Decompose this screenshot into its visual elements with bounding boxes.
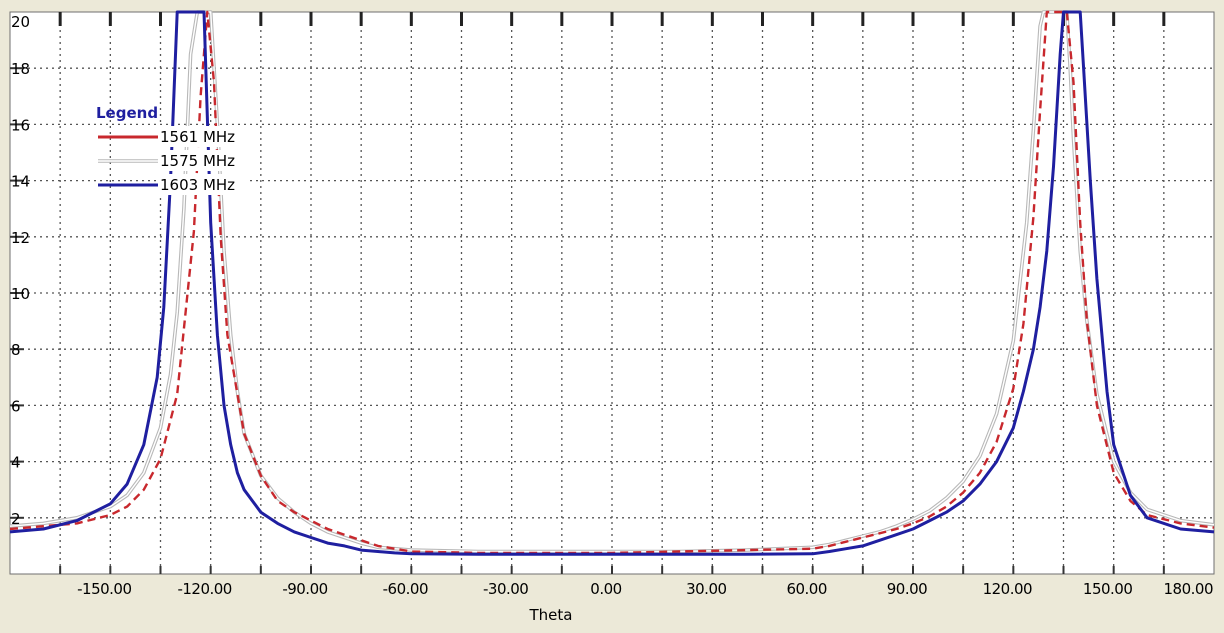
- x-tick-label: -150.00: [77, 580, 131, 598]
- series-line-1561-mhz: [9, 10, 1215, 555]
- x-axis-tick-labels: -150.00 -120.00 -90.00 -60.00 -30.00 0.00 30.0…: [77, 580, 1213, 598]
- x-tick-label: -30.00: [483, 580, 528, 598]
- x-tick-label: 30.00: [686, 580, 726, 598]
- legend-entry-label: 1603 MHz: [160, 176, 235, 194]
- legend: Legend 1561 MHz 1575 MHz 1603 MHz: [96, 104, 246, 195]
- y-axis-tick-labels: 2 4 6 8 10 12 14 16 18 20: [11, 13, 30, 528]
- y-tick-label: 16: [11, 116, 30, 134]
- x-tick-label: -60.00: [383, 580, 428, 598]
- legend-entry-label: 1561 MHz: [160, 128, 235, 146]
- x-tick-label: 150.00: [1083, 580, 1133, 598]
- legend-title: Legend: [96, 104, 158, 122]
- y-tick-label: 2: [11, 510, 21, 528]
- x-tick-label: 90.00: [887, 580, 927, 598]
- y-tick-label: 10: [11, 285, 30, 303]
- y-tick-label: 6: [11, 397, 21, 415]
- x-axis-label: Theta: [529, 606, 573, 624]
- x-tick-label: 0.00: [590, 580, 621, 598]
- series-line-1603-mhz: [9, 10, 1215, 556]
- y-tick-label: 14: [11, 173, 30, 191]
- legend-label-background: [158, 150, 246, 171]
- x-tick-label: 120.00: [983, 580, 1033, 598]
- y-tick-label: 18: [11, 60, 30, 78]
- x-tick-label: -90.00: [282, 580, 327, 598]
- legend-entries: 1561 MHz 1575 MHz 1603 MHz: [98, 126, 246, 195]
- x-tick-label: -120.00: [177, 580, 231, 598]
- legend-label-background: [158, 174, 246, 195]
- y-tick-label: 8: [11, 341, 21, 359]
- y-tick-label: 4: [11, 454, 21, 472]
- legend-entry-label: 1575 MHz: [160, 152, 235, 170]
- x-tick-label: 60.00: [786, 580, 826, 598]
- y-tick-label: 12: [11, 229, 30, 247]
- y-tick-label: 20: [11, 13, 30, 31]
- legend-label-background: [158, 126, 246, 147]
- axis-ticks: [10, 12, 1166, 574]
- series-lines: [9, 10, 1215, 556]
- x-tick-label: 180.00: [1164, 580, 1214, 598]
